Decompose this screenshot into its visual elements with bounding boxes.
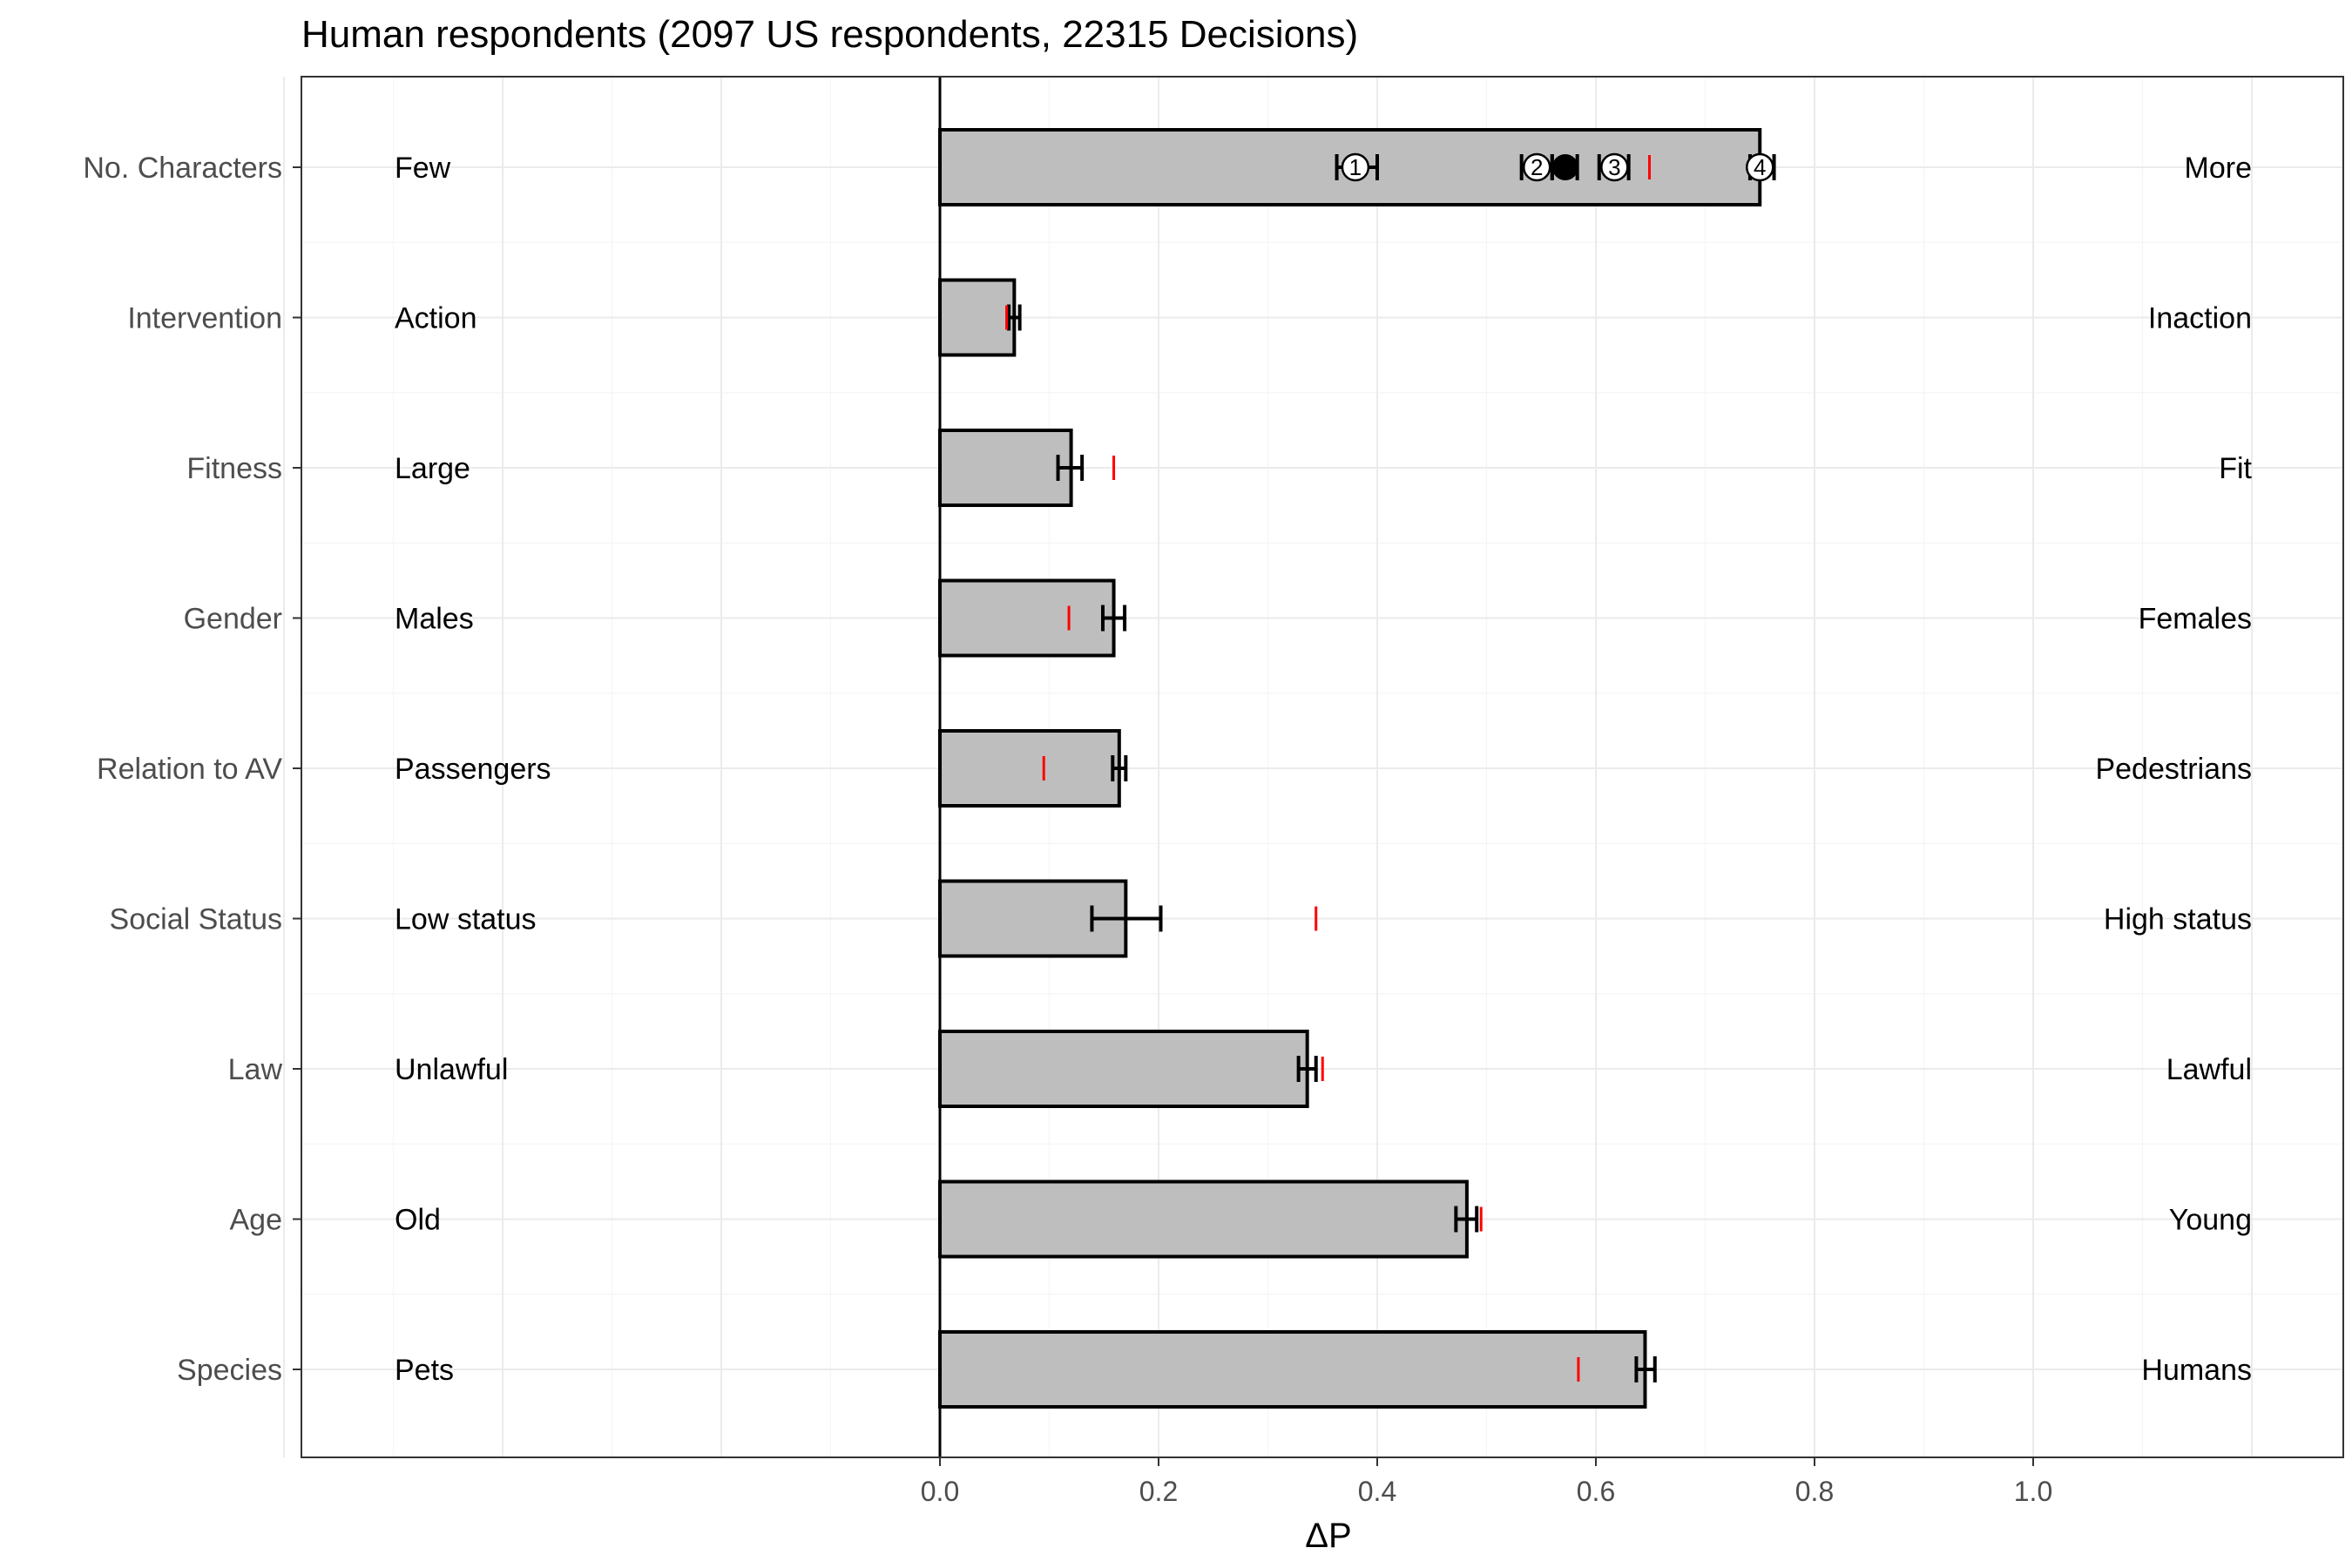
bar xyxy=(938,429,1073,507)
left-label: Passengers xyxy=(395,753,551,786)
grid-lines xyxy=(283,77,2343,1457)
bar xyxy=(938,1030,1309,1108)
chart-title: Human respondents (2097 US respondents, … xyxy=(301,13,1358,56)
right-label: Lawful xyxy=(2166,1053,2252,1086)
x-tick-label: 0.2 xyxy=(1139,1476,1178,1507)
left-label: Action xyxy=(395,302,477,335)
error-bars xyxy=(1007,154,1776,1382)
x-tick-label: 0.8 xyxy=(1795,1476,1834,1507)
plot-panel xyxy=(301,76,2344,1458)
side-labels: Few Action Large Males Passengers Low status U… xyxy=(395,152,2253,1387)
error-bar xyxy=(1634,1356,1657,1382)
category-label: Intervention xyxy=(127,302,282,335)
marker-dot xyxy=(1551,154,1578,180)
right-label: Humans xyxy=(2141,1354,2252,1387)
right-label: Young xyxy=(2169,1204,2252,1237)
category-label: Gender xyxy=(184,603,282,636)
category-label: Age xyxy=(230,1204,283,1237)
left-label: Few xyxy=(395,152,451,185)
x-tick-label: 0.4 xyxy=(1358,1476,1396,1507)
left-label: Males xyxy=(395,603,474,636)
marker-number: 3 xyxy=(1608,154,1620,180)
error-bar xyxy=(1100,605,1127,632)
right-label: Females xyxy=(2139,603,2252,636)
bar xyxy=(938,1179,1469,1259)
left-label: Old xyxy=(395,1204,441,1237)
right-label: High status xyxy=(2104,903,2252,936)
category-label: Social Status xyxy=(110,903,282,936)
right-label: Pedestrians xyxy=(2095,753,2252,786)
error-bar xyxy=(1007,304,1022,331)
x-tick-label: 0.6 xyxy=(1577,1476,1615,1507)
category-label: Law xyxy=(228,1053,283,1086)
marker-circle xyxy=(1746,152,1774,182)
error-bar xyxy=(1111,755,1128,781)
left-label: Low status xyxy=(395,903,537,936)
marker-number: 4 xyxy=(1754,154,1766,180)
bar xyxy=(938,578,1116,658)
right-label: Inaction xyxy=(2148,302,2252,335)
category-label: Relation to AV xyxy=(97,753,282,786)
category-label: Fitness xyxy=(186,452,282,485)
x-axis: 0.0 0.2 0.4 0.6 0.8 1.0 xyxy=(921,1457,2052,1507)
x-tick-label: 1.0 xyxy=(2014,1476,2052,1507)
error-bar xyxy=(1056,455,1085,481)
right-label: Fit xyxy=(2219,452,2252,485)
marker-number: 1 xyxy=(1349,154,1362,180)
reference-marks xyxy=(1005,155,1651,1382)
bar xyxy=(938,278,1017,357)
x-tick-label: 0.0 xyxy=(921,1476,959,1507)
marker-circle xyxy=(1522,152,1551,182)
marker-circle xyxy=(1600,152,1629,182)
bar xyxy=(938,729,1121,808)
error-bar xyxy=(1296,1056,1318,1082)
category-label: No. Characters xyxy=(83,152,282,185)
left-label: Pets xyxy=(395,1354,454,1387)
character-count-markers: 1 2 3 4 xyxy=(1341,152,1774,182)
error-bar xyxy=(1454,1206,1479,1233)
marker-circle xyxy=(1341,152,1370,182)
right-label: More xyxy=(2185,152,2252,185)
left-label: Large xyxy=(395,452,470,485)
left-label: Unlawful xyxy=(395,1053,508,1086)
category-labels: No. Characters Intervention Fitness Gender R… xyxy=(83,152,301,1387)
error-bar xyxy=(1090,905,1163,932)
x-axis-title: ΔP xyxy=(1305,1517,1351,1555)
category-label: Species xyxy=(177,1354,282,1387)
marker-number: 2 xyxy=(1531,154,1543,180)
bar xyxy=(938,1330,1647,1409)
